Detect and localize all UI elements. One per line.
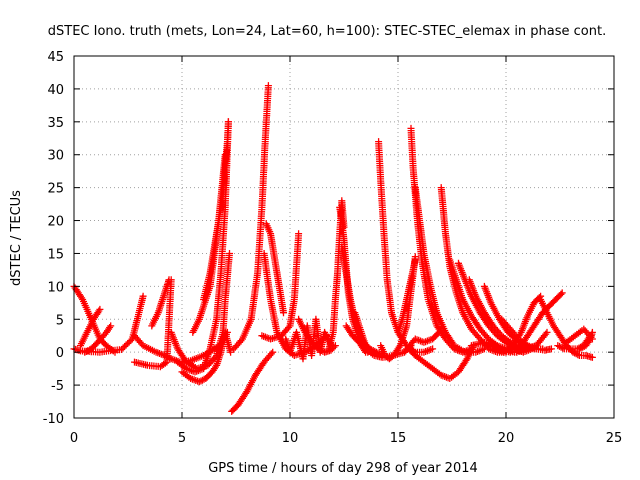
y-ticks: -10 -5 0 5 10 15 20 25 30 35 40 45 xyxy=(43,50,614,427)
data-series xyxy=(351,309,372,356)
data-point-markers xyxy=(228,348,277,415)
x-tick-label: 20 xyxy=(498,431,515,446)
data-series xyxy=(262,220,287,317)
data-series xyxy=(394,256,419,336)
data-point-markers xyxy=(437,184,510,356)
y-tick-label: 10 xyxy=(47,280,64,295)
x-axis-label: GPS time / hours of day 298 of year 2014 xyxy=(208,461,478,476)
y-tick-label: -10 xyxy=(43,412,64,427)
data-series xyxy=(230,82,272,353)
data-point-markers xyxy=(394,256,419,336)
data-series xyxy=(178,328,235,386)
data-series xyxy=(411,184,488,356)
data-point-markers xyxy=(81,322,115,356)
y-tick-label: -5 xyxy=(51,379,64,394)
data-series xyxy=(148,276,173,330)
data-marks xyxy=(70,82,596,415)
y-tick-label: 0 xyxy=(56,346,64,361)
chart-title: dSTEC Iono. truth (mets, Lon=24, Lat=60,… xyxy=(48,24,606,39)
data-point-markers xyxy=(575,328,596,353)
data-series xyxy=(405,342,478,382)
data-series xyxy=(81,322,115,356)
y-axis-label: dSTEC / TECUs xyxy=(9,190,24,286)
x-tick-label: 15 xyxy=(390,431,407,446)
x-tick-label: 5 xyxy=(178,431,186,446)
y-tick-label: 45 xyxy=(47,50,64,65)
y-tick-label: 25 xyxy=(47,182,64,197)
data-point-markers xyxy=(405,342,478,382)
data-series xyxy=(131,276,175,371)
x-ticks: 0 5 10 15 20 25 xyxy=(70,56,622,446)
data-point-markers xyxy=(148,276,173,330)
data-series xyxy=(258,230,303,343)
data-series xyxy=(295,315,339,356)
data-series xyxy=(575,328,596,353)
data-point-markers xyxy=(351,309,372,356)
data-point-markers xyxy=(200,118,232,303)
y-tick-label: 15 xyxy=(47,247,64,262)
data-point-markers xyxy=(230,82,272,353)
plot-frame xyxy=(73,55,615,419)
data-point-markers xyxy=(258,230,303,343)
data-series xyxy=(491,292,545,356)
y-tick-label: 20 xyxy=(47,215,64,230)
data-point-markers xyxy=(411,184,488,356)
data-point-markers xyxy=(77,305,104,350)
data-point-markers xyxy=(491,292,545,356)
data-point-markers xyxy=(131,276,175,371)
y-tick-label: 5 xyxy=(56,313,64,328)
data-point-markers xyxy=(262,220,287,317)
y-tick-label: 30 xyxy=(47,149,64,164)
y-tick-label: 35 xyxy=(47,116,64,131)
x-tick-label: 10 xyxy=(282,431,299,446)
y-tick-label: 40 xyxy=(47,83,64,98)
data-series xyxy=(437,184,510,356)
data-series xyxy=(228,348,277,415)
x-tick-label: 0 xyxy=(70,431,78,446)
data-point-markers xyxy=(178,328,235,386)
data-series xyxy=(77,305,104,350)
data-point-markers xyxy=(295,315,339,356)
data-series xyxy=(200,118,232,303)
x-tick-label: 25 xyxy=(606,431,623,446)
grid xyxy=(74,56,614,418)
